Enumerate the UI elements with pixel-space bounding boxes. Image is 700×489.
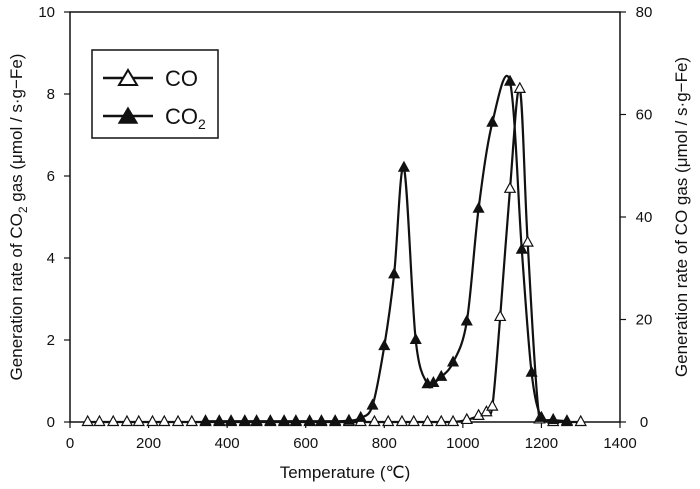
legend: CO CO2 (91, 49, 219, 139)
data-point-co (382, 414, 395, 427)
series-markers (81, 74, 587, 427)
data-point-co2 (342, 413, 355, 425)
data-point-co (158, 414, 171, 427)
data-point-co (171, 414, 185, 427)
data-point-co (107, 414, 120, 427)
y-left-tick-label: 2 (47, 332, 55, 349)
data-point-co (146, 414, 159, 427)
data-point-co (486, 399, 499, 411)
legend-marker-co (117, 68, 139, 86)
data-point-co2 (199, 414, 212, 426)
data-point-co (574, 414, 587, 427)
y-axis-left-title-prefix: Generation rate of CO (7, 213, 26, 380)
data-point-co2 (354, 410, 367, 422)
data-point-co2 (397, 160, 410, 172)
legend-box (91, 49, 219, 139)
series-line-co2 (205, 74, 568, 423)
data-point-co (421, 414, 434, 427)
y-left-tick-label: 10 (38, 4, 55, 21)
data-point-co (120, 414, 134, 427)
data-point-co (513, 81, 527, 93)
data-point-co (368, 414, 381, 427)
axis-ticks: 0 200 400 600 800 1000 1200 1400024681002040608… (38, 4, 652, 452)
data-point-co (521, 235, 534, 247)
y-left-tick-label: 8 (47, 86, 55, 103)
x-tick-label: 0 (66, 435, 74, 452)
legend-label-co2: CO2 (165, 104, 206, 132)
data-point-co (493, 309, 507, 322)
data-point-co (435, 414, 448, 427)
data-point-co2 (535, 410, 548, 422)
y-right-tick-label: 80 (636, 4, 653, 21)
data-point-co2 (435, 369, 448, 381)
data-point-co2 (560, 414, 574, 426)
y-left-tick-label: 0 (47, 414, 55, 431)
data-point-co2 (515, 242, 528, 254)
data-point-co (185, 414, 198, 427)
data-point-co2 (525, 365, 538, 377)
y-right-tick-label: 40 (636, 209, 653, 226)
legend-label-co2-sub: 2 (198, 116, 206, 132)
y-left-tick-label: 4 (47, 250, 55, 267)
y-right-tick-label: 20 (636, 312, 653, 329)
y-axis-left-title-suffix: gas (μmol / s·g−Fe) (7, 54, 26, 207)
x-tick-label: 1400 (603, 435, 636, 452)
data-point-co2 (388, 267, 401, 279)
data-point-co2 (329, 414, 342, 426)
data-point-co2 (303, 414, 316, 426)
data-point-co (93, 414, 106, 427)
data-point-co2 (547, 412, 560, 424)
data-point-co2 (409, 332, 422, 344)
data-point-co2 (366, 398, 379, 410)
data-point-co2 (503, 74, 517, 86)
data-point-co2 (472, 201, 485, 213)
x-tick-label: 200 (136, 435, 161, 452)
y-axis-left-title-sub: 2 (16, 206, 30, 213)
data-point-co (503, 181, 517, 193)
data-point-co (446, 414, 460, 427)
legend-marker-co2 (117, 106, 139, 124)
data-point-co (395, 414, 409, 427)
y-axis-right-title: Generation rate of CO gas (μmol / s·g−Fe… (672, 57, 691, 377)
data-point-co2 (289, 414, 302, 426)
x-axis-title: Temperature (℃) (280, 463, 411, 482)
legend-label-co2-main: CO (165, 104, 198, 129)
x-tick-label: 600 (293, 435, 318, 452)
y-axis-left-title: Generation rate of CO2 gas (μmol / s·g−F… (7, 54, 30, 381)
data-point-co (132, 414, 145, 427)
x-tick-label: 400 (215, 435, 240, 452)
data-point-co2 (486, 115, 499, 127)
data-point-co (407, 414, 420, 427)
data-point-co2 (278, 414, 291, 426)
data-point-co2 (225, 414, 238, 426)
y-left-tick-label: 6 (47, 168, 55, 185)
data-point-co2 (378, 339, 391, 351)
data-point-co2 (446, 355, 460, 367)
data-point-co2 (250, 414, 263, 426)
y-right-tick-label: 0 (640, 414, 648, 431)
x-tick-label: 800 (372, 435, 397, 452)
data-point-co (480, 405, 493, 417)
data-point-co2 (460, 314, 473, 326)
data-point-co2 (213, 414, 226, 426)
data-point-co (472, 408, 485, 420)
data-point-co (460, 412, 473, 425)
x-tick-label: 1000 (446, 435, 479, 452)
data-point-co (81, 414, 94, 427)
y-right-tick-label: 60 (636, 107, 653, 124)
legend-label-co: CO (165, 66, 198, 91)
data-point-co2 (315, 414, 328, 426)
x-tick-label: 1200 (525, 435, 558, 452)
data-point-co2 (264, 414, 277, 426)
data-point-co2 (238, 414, 251, 426)
data-point-co2 (427, 376, 440, 388)
